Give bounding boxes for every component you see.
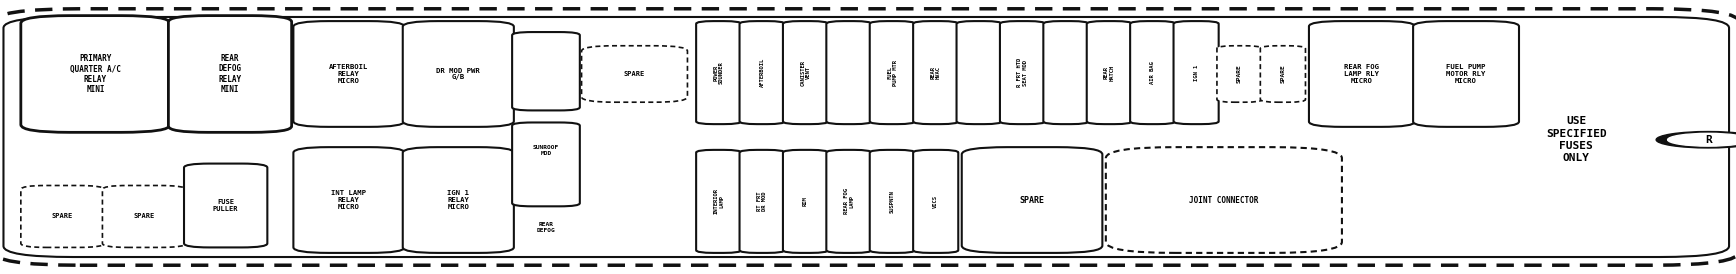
Text: POWER
SOUNDER: POWER SOUNDER: [713, 61, 724, 84]
FancyBboxPatch shape: [0, 9, 1736, 265]
FancyBboxPatch shape: [870, 21, 915, 124]
Text: R FRT HTD
SEAT MOD: R FRT HTD SEAT MOD: [1017, 58, 1028, 87]
Text: REAR
HVAC: REAR HVAC: [930, 66, 941, 79]
FancyBboxPatch shape: [696, 150, 741, 253]
FancyBboxPatch shape: [293, 147, 404, 253]
Text: SPARE: SPARE: [1281, 65, 1285, 83]
Text: INTERIOR
LAMP: INTERIOR LAMP: [713, 189, 724, 214]
Text: SUSPNTN: SUSPNTN: [891, 190, 894, 213]
Text: PRIMARY
QUARTER A/C
RELAY
MINI: PRIMARY QUARTER A/C RELAY MINI: [69, 55, 122, 93]
Text: USE
SPECIFIED
FUSES
ONLY: USE SPECIFIED FUSES ONLY: [1547, 116, 1606, 163]
FancyBboxPatch shape: [913, 150, 958, 253]
FancyBboxPatch shape: [1174, 21, 1219, 124]
FancyBboxPatch shape: [1043, 21, 1088, 124]
Text: REAR
DEFOG
RELAY
MINI: REAR DEFOG RELAY MINI: [219, 55, 241, 93]
FancyBboxPatch shape: [826, 21, 871, 124]
Text: REAR FOG
LAMP RLY
MICRO: REAR FOG LAMP RLY MICRO: [1344, 64, 1380, 84]
FancyBboxPatch shape: [1309, 21, 1415, 127]
FancyBboxPatch shape: [21, 16, 170, 132]
Text: RT FRT
DR MOD: RT FRT DR MOD: [757, 192, 767, 211]
FancyBboxPatch shape: [403, 147, 514, 253]
FancyBboxPatch shape: [740, 21, 785, 124]
FancyBboxPatch shape: [512, 32, 580, 110]
Text: FUEL PUMP
MOTOR RLY
MICRO: FUEL PUMP MOTOR RLY MICRO: [1446, 64, 1486, 84]
Text: JOINT CONNECTOR: JOINT CONNECTOR: [1189, 196, 1259, 204]
FancyBboxPatch shape: [512, 122, 580, 206]
FancyBboxPatch shape: [826, 150, 871, 253]
FancyBboxPatch shape: [102, 185, 186, 247]
Text: SPARE: SPARE: [1019, 196, 1045, 204]
Text: FUEL
PUMP MTR: FUEL PUMP MTR: [887, 60, 898, 85]
Text: SPARE: SPARE: [1238, 65, 1241, 83]
Circle shape: [1656, 132, 1736, 148]
FancyBboxPatch shape: [1217, 46, 1262, 102]
Text: R: R: [1705, 135, 1712, 145]
FancyBboxPatch shape: [870, 150, 915, 253]
Circle shape: [1668, 133, 1736, 146]
Text: INT LAMP
RELAY
MICRO: INT LAMP RELAY MICRO: [332, 190, 366, 210]
FancyBboxPatch shape: [1087, 21, 1132, 124]
FancyBboxPatch shape: [1130, 21, 1175, 124]
FancyBboxPatch shape: [3, 17, 1729, 257]
Text: CANISTER
VENT: CANISTER VENT: [800, 60, 811, 85]
FancyBboxPatch shape: [21, 185, 104, 247]
FancyBboxPatch shape: [740, 150, 785, 253]
Text: RIM: RIM: [804, 196, 807, 206]
FancyBboxPatch shape: [1413, 21, 1519, 127]
Text: REAR FOG
LAMP: REAR FOG LAMP: [844, 189, 854, 214]
Text: IGN 1: IGN 1: [1194, 64, 1198, 81]
FancyBboxPatch shape: [403, 21, 514, 127]
Text: REAR
HATCH: REAR HATCH: [1104, 64, 1115, 81]
Text: SUNROOF
MOD: SUNROOF MOD: [533, 145, 559, 156]
Text: SPARE: SPARE: [623, 71, 646, 77]
FancyBboxPatch shape: [293, 21, 404, 127]
FancyBboxPatch shape: [783, 21, 828, 124]
FancyBboxPatch shape: [962, 147, 1102, 253]
FancyBboxPatch shape: [1260, 46, 1305, 102]
Text: IGN 1
RELAY
MICRO: IGN 1 RELAY MICRO: [448, 190, 469, 210]
Text: AFTERBOIL
RELAY
MICRO: AFTERBOIL RELAY MICRO: [330, 64, 368, 84]
Text: FUSE
PULLER: FUSE PULLER: [214, 199, 238, 212]
Text: REAR
DEFOG: REAR DEFOG: [536, 222, 556, 233]
FancyBboxPatch shape: [783, 150, 828, 253]
FancyBboxPatch shape: [696, 21, 741, 124]
Text: AIR BAG: AIR BAG: [1151, 61, 1154, 84]
FancyBboxPatch shape: [1106, 147, 1342, 253]
Text: DR MOD PWR
G/B: DR MOD PWR G/B: [436, 68, 481, 80]
FancyBboxPatch shape: [184, 164, 267, 247]
FancyBboxPatch shape: [582, 46, 687, 102]
FancyBboxPatch shape: [168, 16, 292, 132]
FancyBboxPatch shape: [1000, 21, 1045, 124]
Text: SPARE: SPARE: [52, 213, 73, 219]
Text: SPARE: SPARE: [134, 213, 155, 219]
FancyBboxPatch shape: [913, 21, 958, 124]
FancyBboxPatch shape: [957, 21, 1002, 124]
Text: AFTERBOIL: AFTERBOIL: [760, 58, 764, 87]
Text: VICS: VICS: [934, 195, 937, 208]
